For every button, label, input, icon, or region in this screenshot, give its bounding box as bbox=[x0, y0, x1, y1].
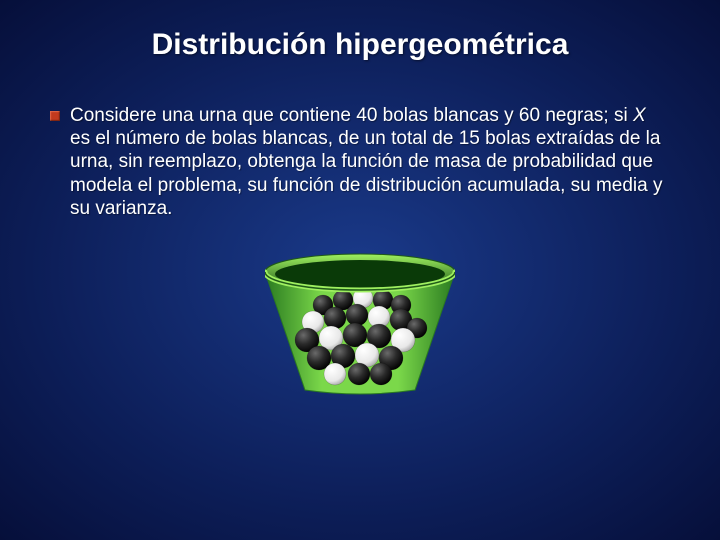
bullet-marker bbox=[50, 111, 60, 121]
urn-illustration bbox=[0, 250, 720, 400]
urn-svg bbox=[265, 250, 455, 400]
bullet-item: Considere una urna que contiene 40 bolas… bbox=[50, 104, 670, 220]
body-text: Considere una urna que contiene 40 bolas… bbox=[70, 104, 670, 220]
slide-title: Distribución hipergeométrica bbox=[0, 0, 720, 62]
slide-body: Considere una urna que contiene 40 bolas… bbox=[0, 62, 720, 220]
